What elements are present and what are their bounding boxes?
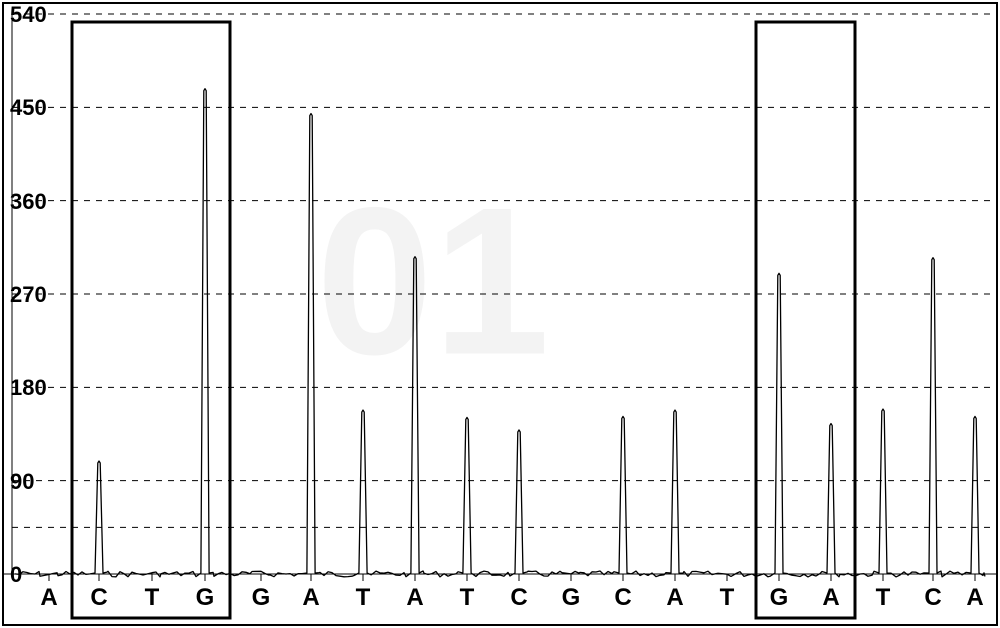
- y-tick-label: 90: [10, 469, 34, 495]
- y-tick-label: 0: [10, 562, 22, 588]
- x-tick-label: A: [35, 584, 63, 612]
- x-tick-label: A: [297, 584, 325, 612]
- x-tick-label: G: [247, 584, 275, 612]
- x-tick-label: A: [401, 584, 429, 612]
- x-tick-label: C: [919, 584, 947, 612]
- x-tick-label: G: [765, 584, 793, 612]
- y-tick-label: 450: [10, 95, 47, 121]
- x-tick-label: G: [191, 584, 219, 612]
- x-tick-label: A: [961, 584, 989, 612]
- x-tick-label: G: [557, 584, 585, 612]
- x-tick-label: T: [349, 584, 377, 612]
- x-tick-label: A: [817, 584, 845, 612]
- x-tick-label: T: [138, 584, 166, 612]
- highlight-box-2: [756, 22, 855, 618]
- watermark: 01: [316, 164, 550, 399]
- y-tick-label: 180: [10, 375, 47, 401]
- y-tick-label: 270: [10, 282, 47, 308]
- y-tick-label: 360: [10, 189, 47, 215]
- x-tick-label: T: [869, 584, 897, 612]
- x-tick-label: T: [713, 584, 741, 612]
- x-tick-label: C: [505, 584, 533, 612]
- x-tick-label: C: [609, 584, 637, 612]
- x-tick-label: C: [85, 584, 113, 612]
- x-tick-label: A: [661, 584, 689, 612]
- pyrogram-chart: 01: [0, 0, 1000, 628]
- x-tick-label: T: [453, 584, 481, 612]
- y-tick-label: 540: [10, 2, 47, 28]
